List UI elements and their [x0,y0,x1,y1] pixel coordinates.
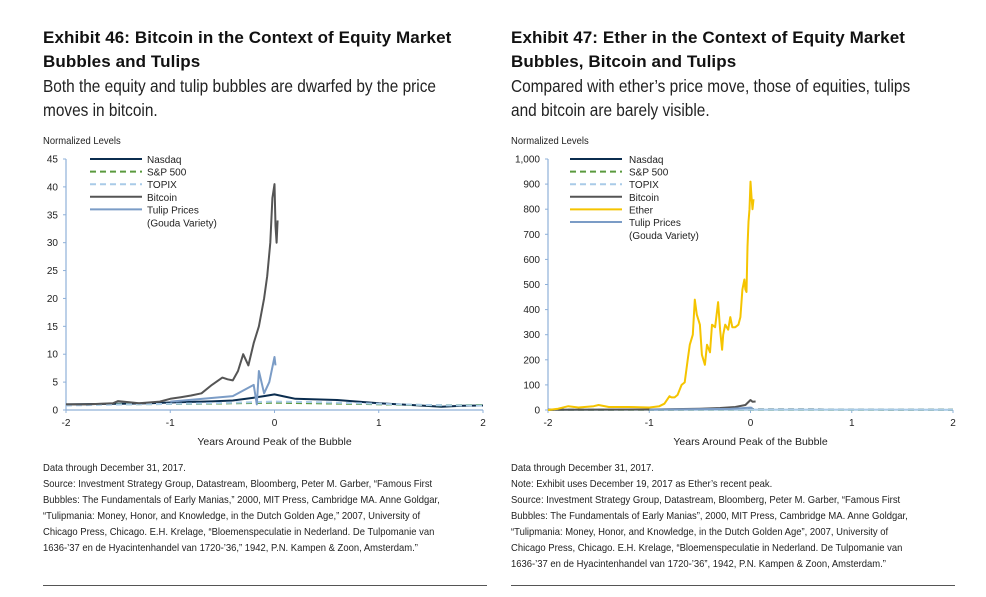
note-line: Note: Exhibit uses December 19, 2017 as … [511,478,773,490]
note-line: “Tulipmania: Money, Honor, and Knowledge… [43,510,421,522]
note-line: Chicago Press, Chicago. E.H. Krelage, “B… [511,542,903,554]
legend-label: Tulip Prices [147,205,199,216]
note-line: Source: Investment Strategy Group, Datas… [511,494,901,506]
legend-label: Bitcoin [629,193,659,204]
y-tick-label: 35 [47,210,59,221]
subtitle-line-2: moves in bitcoin. [43,100,158,120]
exhibit-47-subtitle: Compared with ether’s price move, those … [511,74,969,122]
x-tick-label: 1 [376,418,382,429]
y-tick-label: 40 [47,182,59,193]
ether-chart: 0 100 200 300 400 500 600 700 800 900 1,000 -2 -1 0 1 2… [515,155,956,449]
y-tick-label: 0 [52,406,58,417]
x-axis-title: Years Around Peak of the Bubble [673,436,827,448]
y-tick-label: 45 [47,155,59,166]
subtitle-line-2: and bitcoin are barely visible. [511,100,710,120]
x-tick-label: -1 [166,418,175,429]
divider [43,585,487,586]
series-line-ether [547,180,755,411]
series-line-tulip [649,406,753,411]
y-tick-label: 1,000 [515,155,540,166]
y-tick-label: 20 [47,294,59,305]
exhibit-46-panel: Exhibit 46: Bitcoin in the Context of Eq… [43,0,503,597]
y-tick-label: 15 [47,322,59,333]
x-tick-label: -2 [544,418,553,429]
series-line-tulip [170,356,277,406]
note-line: Source: Investment Strategy Group, Datas… [43,478,433,490]
note-line: “Tulipmania: Money, Honor, and Knowledge… [511,526,889,538]
legend-label: S&P 500 [629,168,669,179]
y-tick-label: 200 [523,355,540,366]
x-tick-label: 2 [950,418,956,429]
subtitle-line-1: Both the equity and tulip bubbles are dw… [43,76,436,96]
subtitle-line-1: Compared with ether’s price move, those … [511,76,911,96]
legend-label: S&P 500 [147,168,187,179]
exhibit-47-panel: Exhibit 47: Ether in the Context of Equi… [511,0,971,597]
title-line-1: Exhibit 46: Bitcoin in the Context of Eq… [43,28,452,47]
legend-label: (Gouda Variety) [629,231,699,242]
legend-label: TOPIX [629,180,659,191]
x-tick-label: -2 [62,418,71,429]
divider [511,585,955,586]
x-tick-label: 1 [849,418,855,429]
legend-label: Ether [629,205,654,216]
note-line: 1636-’37 en de Hyacintenhandel van 1720-… [43,542,418,554]
note-line: Data through December 31, 2017. [43,462,186,474]
y-tick-label: 900 [523,180,540,191]
exhibit-47-title: Exhibit 47: Ether in the Context of Equi… [511,26,971,74]
legend-label: Nasdaq [629,155,663,166]
legend-label: Bitcoin [147,193,177,204]
bitcoin-chart: 0 5 10 15 20 25 30 35 40 45 -2 -1 0 1 2 Years Around Pe… [47,155,486,449]
y-axis-title: Normalized Levels [43,135,121,147]
y-tick-label: 25 [47,266,59,277]
y-tick-label: 30 [47,238,59,249]
y-tick-label: 800 [523,205,540,216]
note-line: Bubbles: The Fundamentals of Early Mania… [511,510,908,522]
y-tick-label: 10 [47,350,59,361]
y-tick-label: 100 [523,380,540,391]
y-tick-label: 700 [523,230,540,241]
note-line: Bubbles: The Fundamentals of Early Mania… [43,494,440,506]
legend-label: TOPIX [147,180,177,191]
y-axis-title: Normalized Levels [511,135,589,147]
y-tick-label: 300 [523,330,540,341]
legend-label: (Gouda Variety) [147,218,217,229]
title-line-2: Bubbles, Bitcoin and Tulips [511,52,737,71]
series-line-bitcoin [66,183,279,406]
x-axis-title: Years Around Peak of the Bubble [197,436,351,448]
y-tick-label: 600 [523,255,540,266]
exhibit-46-subtitle: Both the equity and tulip bubbles are dw… [43,74,501,122]
y-tick-label: 5 [52,378,58,389]
x-tick-label: 0 [748,418,754,429]
note-line: Chicago Press, Chicago. E.H. Krelage, “B… [43,526,435,538]
y-tick-label: 400 [523,305,540,316]
note-line: Data through December 31, 2017. [511,462,654,474]
y-tick-label: 500 [523,280,540,291]
x-tick-label: 0 [272,418,278,429]
title-line-2: Bubbles and Tulips [43,52,201,71]
x-tick-label: 2 [480,418,486,429]
exhibit-46-notes: Data through December 31, 2017. Source: … [43,460,511,556]
legend-label: Tulip Prices [629,218,681,229]
exhibit-46-title: Exhibit 46: Bitcoin in the Context of Eq… [43,26,503,74]
note-line: 1636-’37 en de Hyacintenhandel van 1720-… [511,558,886,570]
y-tick-label: 0 [534,406,540,417]
legend-label: Nasdaq [147,155,181,166]
title-line-1: Exhibit 47: Ether in the Context of Equi… [511,28,906,47]
exhibit-47-notes: Data through December 31, 2017. Note: Ex… [511,460,979,572]
x-tick-label: -1 [645,418,654,429]
